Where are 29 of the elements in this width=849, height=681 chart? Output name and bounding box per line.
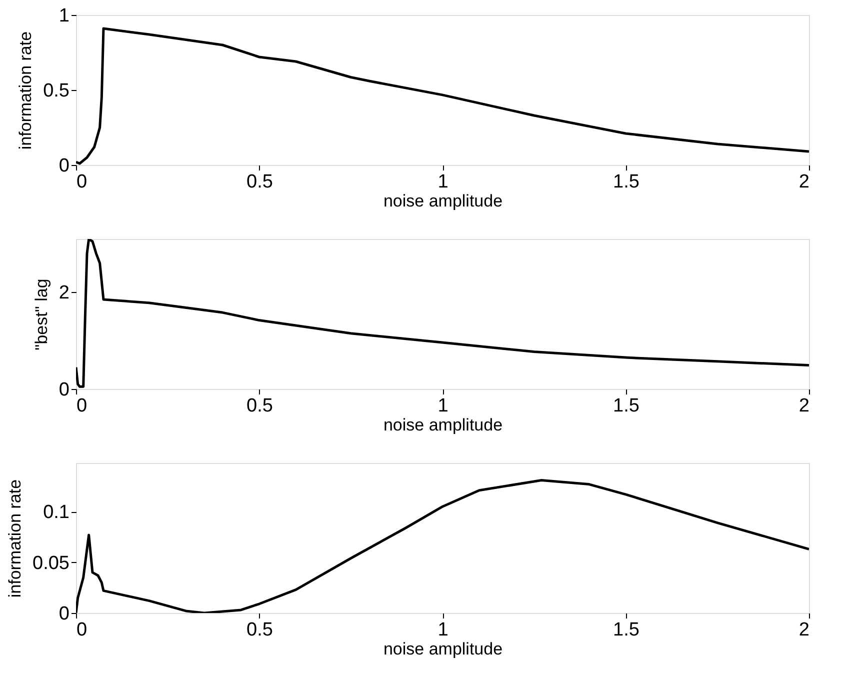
y-tick-label: 0 <box>58 604 70 624</box>
x-tick-label: 1 <box>438 620 448 640</box>
x-tick-label: 0 <box>76 172 88 192</box>
x-tick-label: 1 <box>438 396 448 416</box>
y-tick-label: 0.5 <box>43 80 70 102</box>
x-tick-label: 1 <box>438 172 448 192</box>
x-tick-label: 0.5 <box>246 396 273 416</box>
x-axis-title: noise amplitude <box>383 640 503 658</box>
x-tick-label: 1.5 <box>613 620 640 640</box>
x-tick-label: 2 <box>798 396 810 416</box>
x-axis-title: noise amplitude <box>383 192 503 210</box>
y-tick-label: 1 <box>58 6 70 26</box>
y-axis-title: information rate <box>6 479 25 598</box>
x-tick-label: 0.5 <box>246 172 273 192</box>
y-tick-label: 2 <box>58 282 70 304</box>
y-axis-title: "best" lag <box>32 278 51 350</box>
y-tick-label: 0.1 <box>43 502 70 524</box>
x-axis-title: noise amplitude <box>383 416 503 434</box>
x-tick-label: 0 <box>76 620 88 640</box>
x-tick-label: 0 <box>76 396 88 416</box>
x-tick-label: 2 <box>798 172 810 192</box>
y-tick-label: 0 <box>58 380 70 400</box>
x-tick-label: 0.5 <box>246 620 273 640</box>
x-tick-label: 1.5 <box>613 172 640 192</box>
x-tick-label: 2 <box>798 620 810 640</box>
x-tick-label: 1.5 <box>613 396 640 416</box>
y-tick-label: 0.05 <box>32 552 70 574</box>
y-axis-title: information rate <box>16 31 36 150</box>
y-tick-label: 0 <box>58 156 70 176</box>
